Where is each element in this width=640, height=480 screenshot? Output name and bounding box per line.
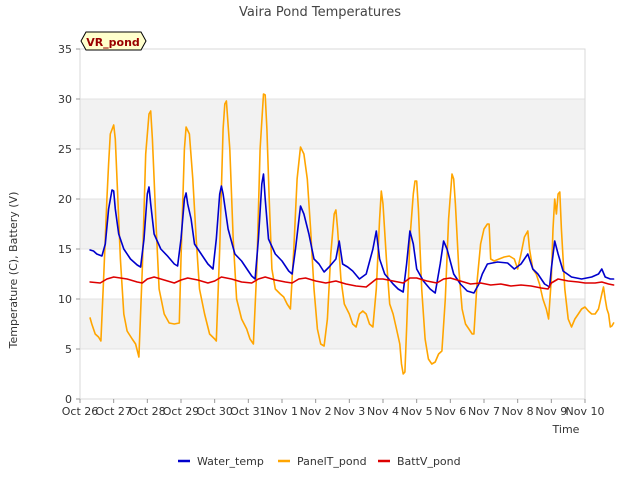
x-tick-label: Nov 2 — [300, 405, 332, 418]
x-axis-label: Time — [552, 423, 580, 436]
y-tick-label: 15 — [58, 243, 72, 256]
x-tick-label: Nov 6 — [434, 405, 466, 418]
grid-band — [80, 99, 585, 149]
y-tick-label: 25 — [58, 143, 72, 156]
x-tick-label: Nov 7 — [468, 405, 500, 418]
x-tick-label: Nov 9 — [535, 405, 567, 418]
legend: Water_temp PanelT_pond BattV_pond — [178, 455, 461, 468]
series-line-battv-pond — [89, 276, 615, 290]
plot-frame — [79, 48, 586, 400]
x-tick-label: Oct 30 — [196, 405, 233, 418]
series-line-panelt-pond — [89, 93, 615, 375]
series-lines — [89, 93, 615, 375]
legend-label: BattV_pond — [397, 455, 461, 468]
grid-band — [80, 149, 585, 199]
y-tick-label: 10 — [58, 293, 72, 306]
x-tick-label: Oct 29 — [163, 405, 200, 418]
annotation-box-shape — [80, 31, 147, 51]
y-tick-label: 5 — [65, 343, 72, 356]
chart-title: Vaira Pond Temperatures — [239, 5, 401, 20]
annotation-box: VR_pond — [80, 31, 147, 51]
grid-band — [80, 249, 585, 299]
y-tick-label: 30 — [58, 93, 72, 106]
y-tick-label: 0 — [65, 393, 72, 406]
grid-band — [80, 299, 585, 349]
x-tick-label: Nov 10 — [566, 405, 605, 418]
y-tick-label: 20 — [58, 193, 72, 206]
x-tick-label: Oct 26 — [62, 405, 99, 418]
x-tick-label: Oct 28 — [129, 405, 166, 418]
annotation-text: VR_pond — [86, 36, 140, 49]
x-tick-label: Nov 1 — [266, 405, 298, 418]
y-axis: 0 5 10 15 20 25 30 35 — [58, 43, 80, 406]
x-tick-label: Oct 27 — [95, 405, 132, 418]
legend-label: Water_temp — [197, 455, 264, 468]
grid-band — [80, 349, 585, 399]
grid-band — [80, 49, 585, 99]
x-tick-label: Nov 3 — [333, 405, 365, 418]
grid-bands — [80, 49, 585, 399]
x-tick-label: Nov 4 — [367, 405, 399, 418]
y-axis-label: Temperature (C), Battery (V) — [7, 192, 20, 350]
y-tick-label: 35 — [58, 43, 72, 56]
series-line-water-temp — [89, 173, 615, 294]
x-tick-label: Oct 31 — [230, 405, 267, 418]
legend-label: PanelT_pond — [297, 455, 367, 468]
x-tick-label: Nov 5 — [401, 405, 433, 418]
x-tick-label: Nov 8 — [502, 405, 534, 418]
